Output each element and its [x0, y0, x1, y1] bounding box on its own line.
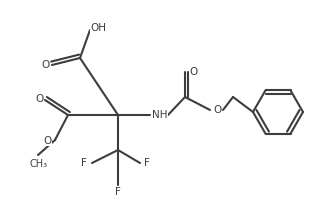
Text: O: O: [42, 60, 50, 70]
Text: F: F: [81, 158, 87, 168]
Text: O: O: [213, 105, 221, 115]
Text: F: F: [115, 187, 121, 197]
Text: CH₃: CH₃: [30, 159, 48, 169]
Text: NH: NH: [152, 110, 168, 120]
Text: O: O: [189, 67, 197, 77]
Text: OH: OH: [90, 23, 106, 33]
Text: F: F: [144, 158, 150, 168]
Text: O: O: [35, 94, 43, 104]
Text: O: O: [44, 136, 52, 146]
